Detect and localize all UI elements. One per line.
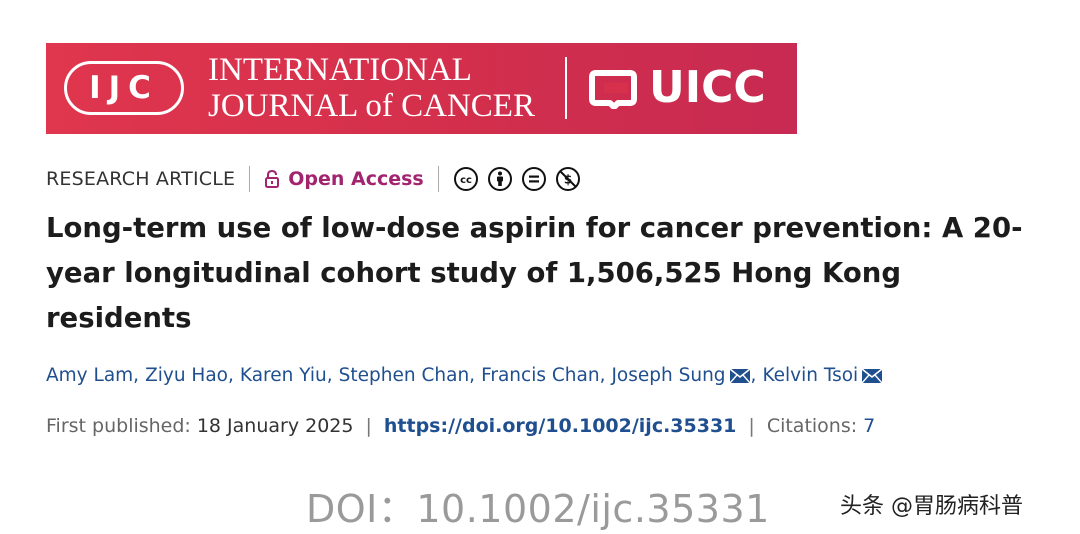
author-item: Karen Yiu [240,365,327,386]
divider: | [748,415,755,437]
doi-link[interactable]: https://doi.org/10.1002/ijc.35331 [383,415,737,437]
nd-icon [521,167,546,191]
author-name[interactable]: Kelvin Tsoi [762,365,859,386]
by-icon [487,167,512,191]
journal-name-line2: JOURNAL of CANCER [208,88,535,124]
author-name[interactable]: Stephen Chan [338,365,470,386]
author-name[interactable]: Ziyu Hao [145,365,228,386]
journal-banner[interactable]: IJC INTERNATIONAL JOURNAL of CANCER UICC [46,43,797,134]
author-separator: , [228,365,234,386]
author-item: Stephen Chan [339,365,470,386]
journal-name: INTERNATIONAL JOURNAL of CANCER [208,52,535,124]
publication-info: First published: 18 January 2025 | https… [46,415,875,437]
divider [437,166,439,192]
citations-count[interactable]: 7 [863,415,876,437]
open-lock-icon [264,169,280,189]
doi-caption: DOI：10.1002/ijc.35331 [306,487,770,531]
author-separator: , [133,365,140,386]
open-access-link[interactable]: Open Access [288,168,424,190]
author-item: Francis Chan [481,365,600,386]
first-published-label: First published: [46,415,191,437]
author-item: Kelvin Tsoi [762,365,883,386]
author-name[interactable]: Karen Yiu [239,365,327,386]
source-watermark: 头条 @胃肠病科普 [840,494,1023,519]
svg-text:cc: cc [460,175,472,186]
author-separator: , [750,365,757,386]
author-item: Joseph Sung [611,365,751,386]
author-separator: , [326,365,333,386]
banner-divider [565,57,567,119]
article-meta-row: RESEARCH ARTICLE Open Access cc $ [46,163,581,195]
article-type: RESEARCH ARTICLE [46,168,236,190]
author-name[interactable]: Joseph Sung [611,365,726,386]
article-title: Long-term use of low-dose aspirin for ca… [46,212,1023,334]
uicc-logo-text: UICC [649,62,766,113]
author-name[interactable]: Amy Lam [46,365,134,386]
journal-name-line1: INTERNATIONAL [208,52,472,88]
citations-label: Citations: [766,415,858,437]
author-item: Ziyu Hao [145,365,228,386]
email-icon[interactable] [729,367,751,384]
author-item: Amy Lam [46,365,133,386]
nc-icon: $ [555,167,580,191]
author-separator: , [599,365,606,386]
divider: | [365,415,372,437]
first-published-date: 18 January 2025 [196,415,354,437]
license-icons[interactable]: cc $ [453,166,581,192]
author-separator: , [469,365,476,386]
author-name[interactable]: Francis Chan [481,365,600,386]
author-list: Amy Lam, Ziyu Hao, Karen Yiu, Stephen Chan,… [46,365,883,386]
divider [249,166,251,192]
cc-icon: cc [453,167,478,191]
uicc-logo-icon [589,70,637,109]
email-icon[interactable] [861,367,883,384]
ijc-logo: IJC [64,61,184,115]
